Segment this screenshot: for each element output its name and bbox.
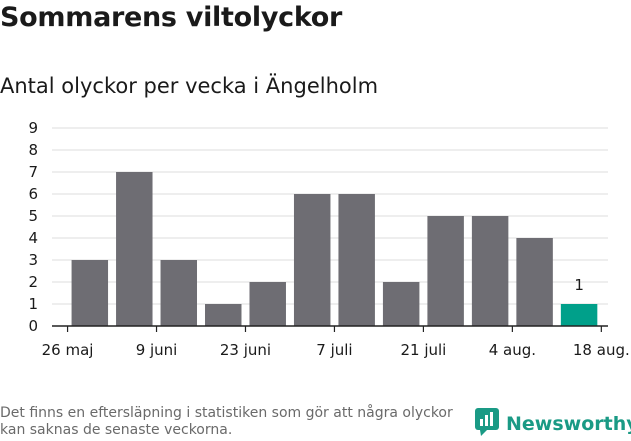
bar — [560, 304, 598, 326]
y-tick-label: 8 — [28, 141, 38, 159]
bar — [249, 282, 286, 326]
x-tick-label: 4 aug. — [489, 341, 536, 359]
bar — [160, 260, 198, 326]
y-tick-label: 5 — [28, 207, 38, 225]
chart-subtitle: Antal olyckor per vecka i Ängelholm — [0, 74, 379, 98]
bar — [116, 172, 153, 326]
bar — [71, 260, 109, 326]
data-label: 1 — [574, 276, 584, 294]
bar-chart: 0 1 2 3 4 5 6 7 8 9 1 26 maj 9 juni 23 juni 7 juli 21 j… — [28, 119, 630, 359]
newsworthy-logo-icon — [474, 407, 500, 441]
x-tick-label: 7 juli — [316, 341, 352, 359]
bar — [293, 194, 331, 326]
bar — [338, 194, 375, 326]
bar — [516, 238, 553, 326]
brand-logo[interactable]: Newsworthy — [474, 407, 631, 441]
bar — [471, 216, 509, 326]
x-tick-label: 9 juni — [136, 341, 178, 359]
y-tick-label: 0 — [28, 317, 38, 335]
chart-title: Sommarens viltolyckor — [0, 2, 343, 33]
x-tick-label: 21 juli — [400, 341, 446, 359]
y-tick-label: 6 — [28, 185, 38, 203]
y-tick-label: 1 — [28, 295, 38, 313]
y-tick-label: 3 — [28, 251, 38, 269]
bar — [382, 282, 420, 326]
x-tick-label: 18 aug. — [573, 341, 630, 359]
x-tick-label: 26 maj — [42, 341, 94, 359]
bar — [205, 304, 242, 326]
y-tick-label: 9 — [28, 119, 38, 137]
y-tick-label: 7 — [28, 163, 38, 181]
brand-name: Newsworthy — [506, 413, 631, 435]
bar — [427, 216, 464, 326]
y-tick-label: 4 — [28, 229, 38, 247]
y-tick-label: 2 — [28, 273, 38, 291]
footnote: Det finns en eftersläpning i statistiken… — [0, 405, 453, 438]
x-tick-label: 23 juni — [220, 341, 271, 359]
